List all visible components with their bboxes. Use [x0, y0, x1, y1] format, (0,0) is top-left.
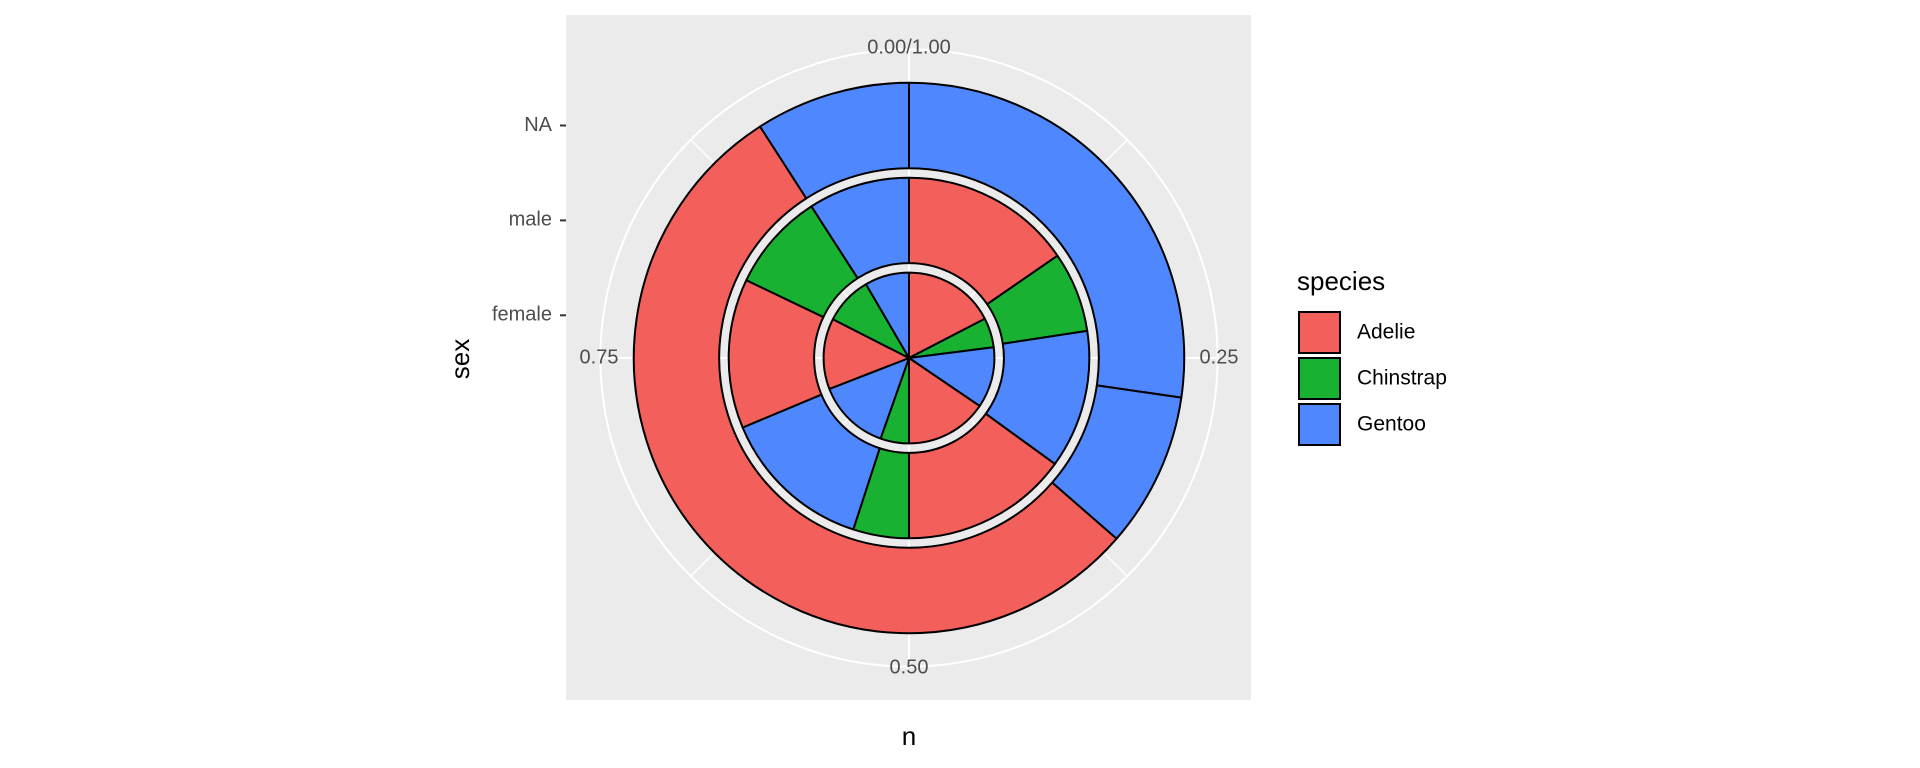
ring-segment [828, 357, 910, 440]
y-tick-label: female [492, 304, 552, 326]
ring-segment [759, 81, 910, 200]
theta-tick-label: 0.00/1.00 [867, 36, 950, 58]
bars [632, 81, 1186, 635]
legend-label: Adelie [1357, 321, 1415, 344]
ring-segment [908, 346, 996, 408]
legend-key [1298, 357, 1341, 400]
ring-segment [632, 125, 1118, 635]
ring-segment [908, 81, 1186, 399]
legend-label: Chinstrap [1357, 367, 1447, 390]
ring-segment [810, 176, 910, 280]
ring-segment [822, 318, 910, 390]
ring-segment [908, 357, 981, 445]
legend-title: species [1297, 266, 1385, 296]
theta-tick-label: 0.50 [890, 656, 929, 678]
y-tick-label: NA [524, 114, 552, 136]
ring-segment [864, 271, 910, 359]
theta-tick-label: 0.75 [580, 346, 619, 368]
legend-key [1298, 403, 1341, 446]
legend-key [1298, 311, 1341, 354]
legend-label: Gentoo [1357, 413, 1426, 436]
legend: Adelie Chinstrap Gentoo [1298, 311, 1447, 446]
x-axis-title: n [902, 721, 916, 751]
theta-tick-label: 0.25 [1200, 346, 1239, 368]
y-tick-label: male [509, 209, 552, 231]
labels: 0.00/1.00 0.25 0.50 0.75 female male NA [492, 36, 1239, 678]
ring-segment [908, 271, 986, 359]
y-axis-title: sex [445, 339, 475, 379]
